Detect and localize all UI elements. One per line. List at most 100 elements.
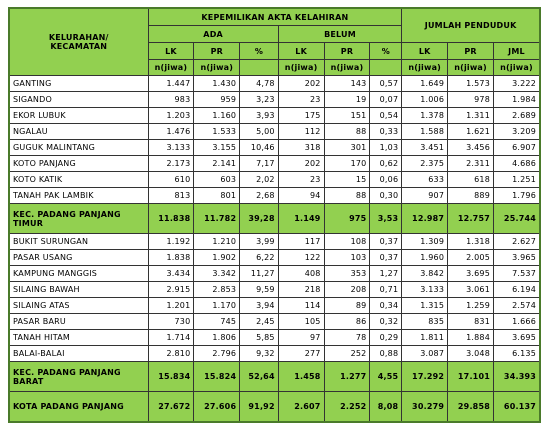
cell: 3.133 (147, 139, 195, 156)
unit-header: n(jiwa) (147, 59, 195, 76)
column-header: LK (147, 42, 195, 60)
cell: 2.311 (447, 155, 494, 172)
cell: 0,54 (369, 107, 403, 124)
cell: 1.309 (401, 233, 449, 250)
cell: 983 (147, 91, 195, 108)
cell: 1.201 (147, 297, 195, 314)
cell: 978 (447, 91, 494, 108)
data-row: BUKIT SURUNGAN 1.192 1.210 3,99 117 108 0,37 1.… (8, 233, 541, 250)
cell: 408 (277, 265, 325, 282)
cell: 6.135 (492, 345, 541, 362)
cell: 6.907 (492, 139, 541, 156)
cell: 1.192 (147, 233, 195, 250)
cell: 112 (277, 123, 325, 140)
cell: 23 (277, 91, 325, 108)
cell: 2.005 (447, 249, 494, 266)
row-label: KOTO PANJANG (8, 155, 149, 172)
cell: 1.533 (193, 123, 241, 140)
cell: 2.607 (277, 391, 325, 423)
data-row: SILAING BAWAH 2.915 2.853 9,59 218 208 0,71 3.1… (8, 281, 541, 298)
header-cell: ADA (147, 25, 279, 43)
cell: 11.782 (193, 203, 241, 234)
cell: 318 (277, 139, 325, 156)
cell: 618 (447, 171, 494, 188)
data-row: KAMPUNG MANGGIS 3.434 3.342 11,27 408 353 1,27… (8, 265, 541, 282)
cell: 603 (193, 171, 241, 188)
cell: 2.173 (147, 155, 195, 172)
cell: 52,64 (239, 361, 279, 392)
cell: 3.451 (401, 139, 449, 156)
cell: 30.279 (401, 391, 449, 423)
cell: 19 (323, 91, 371, 108)
row-label: PASAR BARU (8, 313, 149, 330)
cell: 831 (447, 313, 494, 330)
row-label: SILAING BAWAH (8, 281, 149, 298)
cell: 2.375 (401, 155, 449, 172)
cell: 4,78 (239, 75, 279, 92)
cell: 2.574 (492, 297, 541, 314)
cell: 91,92 (239, 391, 279, 423)
header-row: KELURAHAN/ KECAMATAN KEPEMILIKAN AKTA KE… (8, 7, 541, 76)
cell: 5,00 (239, 123, 279, 140)
cell: 3.061 (447, 281, 494, 298)
header-cell: KEPEMILIKAN AKTA KELAHIRAN (147, 7, 403, 26)
cell: 39,28 (239, 203, 279, 234)
column-header: LK (401, 42, 449, 60)
cell: 1.203 (147, 107, 195, 124)
cell: 0,32 (369, 313, 403, 330)
cell: 0,33 (369, 123, 403, 140)
unit-header: n(jiwa) (447, 59, 494, 76)
cell: 2.915 (147, 281, 195, 298)
cell: 1.666 (492, 313, 541, 330)
cell: 1.311 (447, 107, 494, 124)
cell: 1,27 (369, 265, 403, 282)
cell: 208 (323, 281, 371, 298)
cell: 3,94 (239, 297, 279, 314)
cell: 11.838 (147, 203, 195, 234)
unit-header: n(jiwa) (323, 59, 371, 76)
column-header: PR (447, 42, 494, 60)
cell: 0,37 (369, 249, 403, 266)
cell: 813 (147, 187, 195, 204)
cell: 0,34 (369, 297, 403, 314)
column-header: % (369, 42, 403, 60)
cell: 3.695 (447, 265, 494, 282)
cell: 88 (323, 187, 371, 204)
cell: 1.251 (492, 171, 541, 188)
cell: 1.714 (147, 329, 195, 346)
cell: 1.902 (193, 249, 241, 266)
cell: 143 (323, 75, 371, 92)
cell: 2.796 (193, 345, 241, 362)
cell: 4.686 (492, 155, 541, 172)
cell: 0,30 (369, 187, 403, 204)
row-label: KOTA PADANG PANJANG (8, 391, 149, 423)
subtotal-row: KEC. PADANG PANJANG BARAT 15.834 15.824 52,… (8, 361, 541, 392)
cell: 3.434 (147, 265, 195, 282)
subtotal-row: KEC. PADANG PANJANG TIMUR 11.838 11.782 39,… (8, 203, 541, 234)
cell: 1.621 (447, 123, 494, 140)
cell: 2.853 (193, 281, 241, 298)
cell: 0,06 (369, 171, 403, 188)
row-label: GUGUK MALINTANG (8, 139, 149, 156)
unit-header: n(jiwa) (401, 59, 449, 76)
cell: 10,46 (239, 139, 279, 156)
unit-header (369, 59, 403, 76)
cell: 60.137 (492, 391, 541, 423)
row-label: NGALAU (8, 123, 149, 140)
cell: 0,71 (369, 281, 403, 298)
header-cell: KELURAHAN/ KECAMATAN (8, 7, 149, 76)
cell: 3.155 (193, 139, 241, 156)
cell: 2.810 (147, 345, 195, 362)
cell: 2,68 (239, 187, 279, 204)
data-row: NGALAU 1.476 1.533 5,00 112 88 0,33 1.588 1.621 3… (8, 123, 541, 140)
row-label: TANAH HITAM (8, 329, 149, 346)
cell: 2.141 (193, 155, 241, 172)
cell: 11,27 (239, 265, 279, 282)
cell: 3.342 (193, 265, 241, 282)
cell: 3,23 (239, 91, 279, 108)
cell: 3.209 (492, 123, 541, 140)
cell: 151 (323, 107, 371, 124)
unit-header: n(jiwa) (277, 59, 325, 76)
row-label: BALAI-BALAI (8, 345, 149, 362)
data-row: SILAING ATAS 1.201 1.170 3,94 114 89 0,34 1.315… (8, 297, 541, 314)
